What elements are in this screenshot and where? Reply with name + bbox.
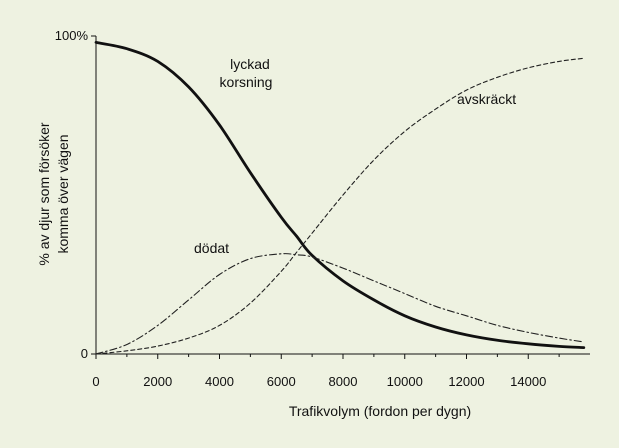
series-label-korsning: korsning [220, 74, 273, 90]
x-tick-label: 4000 [205, 374, 234, 389]
series-label-lyckad: lyckad [230, 56, 270, 72]
chart-series [94, 41, 586, 355]
x-tick-label: 8000 [329, 374, 358, 389]
y-tick-label: 0 [81, 346, 88, 361]
y-axis-title-line-2: komma över vägen [55, 134, 71, 253]
x-axis-title: Trafikvolym (fordon per dygn) [289, 403, 471, 419]
x-tick-label: 12000 [448, 374, 484, 389]
x-tick-label: 0 [92, 374, 99, 389]
x-tick-label: 10000 [387, 374, 423, 389]
series-line-dodat [95, 253, 585, 355]
y-axis-title-line-1: % av djur som försöker [36, 122, 52, 265]
y-tick-label: 100% [55, 28, 89, 43]
series-label-dodat: dödat [194, 240, 229, 256]
series-label-avskrackt: avskräckt [457, 91, 516, 107]
x-tick-label: 2000 [143, 374, 172, 389]
x-tick-label: 14000 [510, 374, 546, 389]
series-line-avskrackt [95, 57, 585, 355]
chart-axes: 0 2000 4000 6000 8000 10000 12000 14000 0 100% [55, 28, 590, 389]
chart-labels: Trafikvolym (fordon per dygn) % av djur … [36, 56, 516, 419]
series-line-lyckad-korsning [94, 41, 586, 349]
x-tick-label: 6000 [267, 374, 296, 389]
